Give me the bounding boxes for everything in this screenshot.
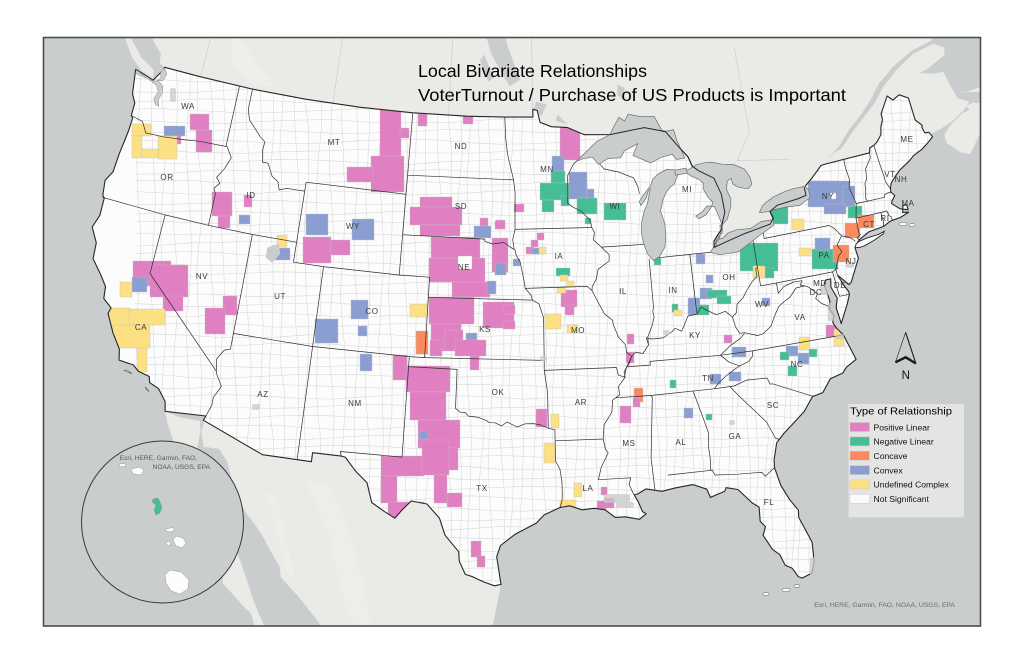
svg-text:N: N bbox=[902, 370, 910, 382]
svg-text:NOAA, USGS, EPA: NOAA, USGS, EPA bbox=[153, 464, 211, 471]
svg-text:NC: NC bbox=[791, 360, 804, 369]
svg-text:NM: NM bbox=[348, 399, 362, 408]
svg-text:IA: IA bbox=[555, 252, 564, 261]
svg-text:Type of Relationship: Type of Relationship bbox=[850, 406, 952, 418]
svg-text:Undefined Complex: Undefined Complex bbox=[874, 480, 950, 490]
svg-text:MN: MN bbox=[540, 165, 554, 174]
svg-text:NJ: NJ bbox=[846, 257, 857, 266]
svg-text:OK: OK bbox=[492, 388, 505, 397]
svg-text:CT: CT bbox=[863, 220, 875, 229]
svg-text:Convex: Convex bbox=[874, 465, 904, 475]
svg-text:RI: RI bbox=[880, 214, 889, 223]
svg-text:TN: TN bbox=[702, 374, 714, 383]
svg-text:IN: IN bbox=[668, 286, 677, 295]
svg-text:Not Significant: Not Significant bbox=[874, 494, 930, 504]
svg-text:SD: SD bbox=[455, 202, 467, 211]
svg-text:AL: AL bbox=[676, 438, 687, 447]
svg-text:ND: ND bbox=[455, 142, 468, 151]
svg-text:MS: MS bbox=[622, 439, 635, 448]
svg-text:MD: MD bbox=[813, 279, 827, 288]
svg-text:UT: UT bbox=[274, 292, 286, 301]
svg-text:VA: VA bbox=[794, 313, 805, 322]
svg-text:Esri, HERE, Garmin, FAO,: Esri, HERE, Garmin, FAO, bbox=[120, 455, 197, 462]
svg-text:WI: WI bbox=[610, 202, 621, 211]
svg-text:MO: MO bbox=[571, 326, 585, 335]
svg-text:NH: NH bbox=[895, 175, 908, 184]
svg-text:Concave: Concave bbox=[874, 451, 908, 461]
svg-text:ID: ID bbox=[246, 191, 255, 200]
svg-text:TX: TX bbox=[476, 484, 487, 493]
svg-text:NE: NE bbox=[458, 263, 470, 272]
svg-text:DC: DC bbox=[810, 288, 823, 297]
svg-text:MT: MT bbox=[328, 138, 341, 147]
svg-text:IL: IL bbox=[619, 287, 627, 296]
svg-text:AR: AR bbox=[575, 398, 587, 407]
svg-text:VT: VT bbox=[884, 170, 895, 179]
svg-text:Esri, HERE, Garmin, FAO, NOAA,: Esri, HERE, Garmin, FAO, NOAA, USGS, EPA bbox=[814, 602, 955, 609]
svg-text:NY: NY bbox=[822, 192, 834, 201]
svg-text:NV: NV bbox=[196, 272, 208, 281]
svg-text:SC: SC bbox=[767, 401, 779, 410]
svg-text:KY: KY bbox=[689, 331, 701, 340]
svg-text:VoterTurnout / Purchase of US: VoterTurnout / Purchase of US Products i… bbox=[418, 85, 846, 105]
svg-text:ME: ME bbox=[900, 135, 913, 144]
svg-text:Local Bivariate Relationships: Local Bivariate Relationships bbox=[418, 61, 647, 81]
svg-text:Positive Linear: Positive Linear bbox=[874, 422, 931, 432]
svg-text:LA: LA bbox=[583, 484, 594, 493]
svg-text:CO: CO bbox=[365, 307, 378, 316]
svg-text:GA: GA bbox=[729, 432, 742, 441]
svg-text:WA: WA bbox=[181, 102, 195, 111]
svg-text:FL: FL bbox=[764, 498, 775, 507]
svg-text:WV: WV bbox=[755, 300, 769, 309]
svg-text:MA: MA bbox=[901, 199, 914, 208]
svg-text:CA: CA bbox=[135, 323, 147, 332]
svg-text:KS: KS bbox=[479, 325, 491, 334]
svg-text:OR: OR bbox=[160, 173, 173, 182]
svg-text:PA: PA bbox=[818, 251, 829, 260]
svg-text:WY: WY bbox=[346, 222, 360, 231]
svg-text:AZ: AZ bbox=[257, 390, 268, 399]
svg-text:MI: MI bbox=[682, 185, 692, 194]
svg-text:Negative Linear: Negative Linear bbox=[874, 437, 934, 447]
svg-text:OH: OH bbox=[722, 273, 735, 282]
svg-text:DE: DE bbox=[834, 281, 846, 290]
